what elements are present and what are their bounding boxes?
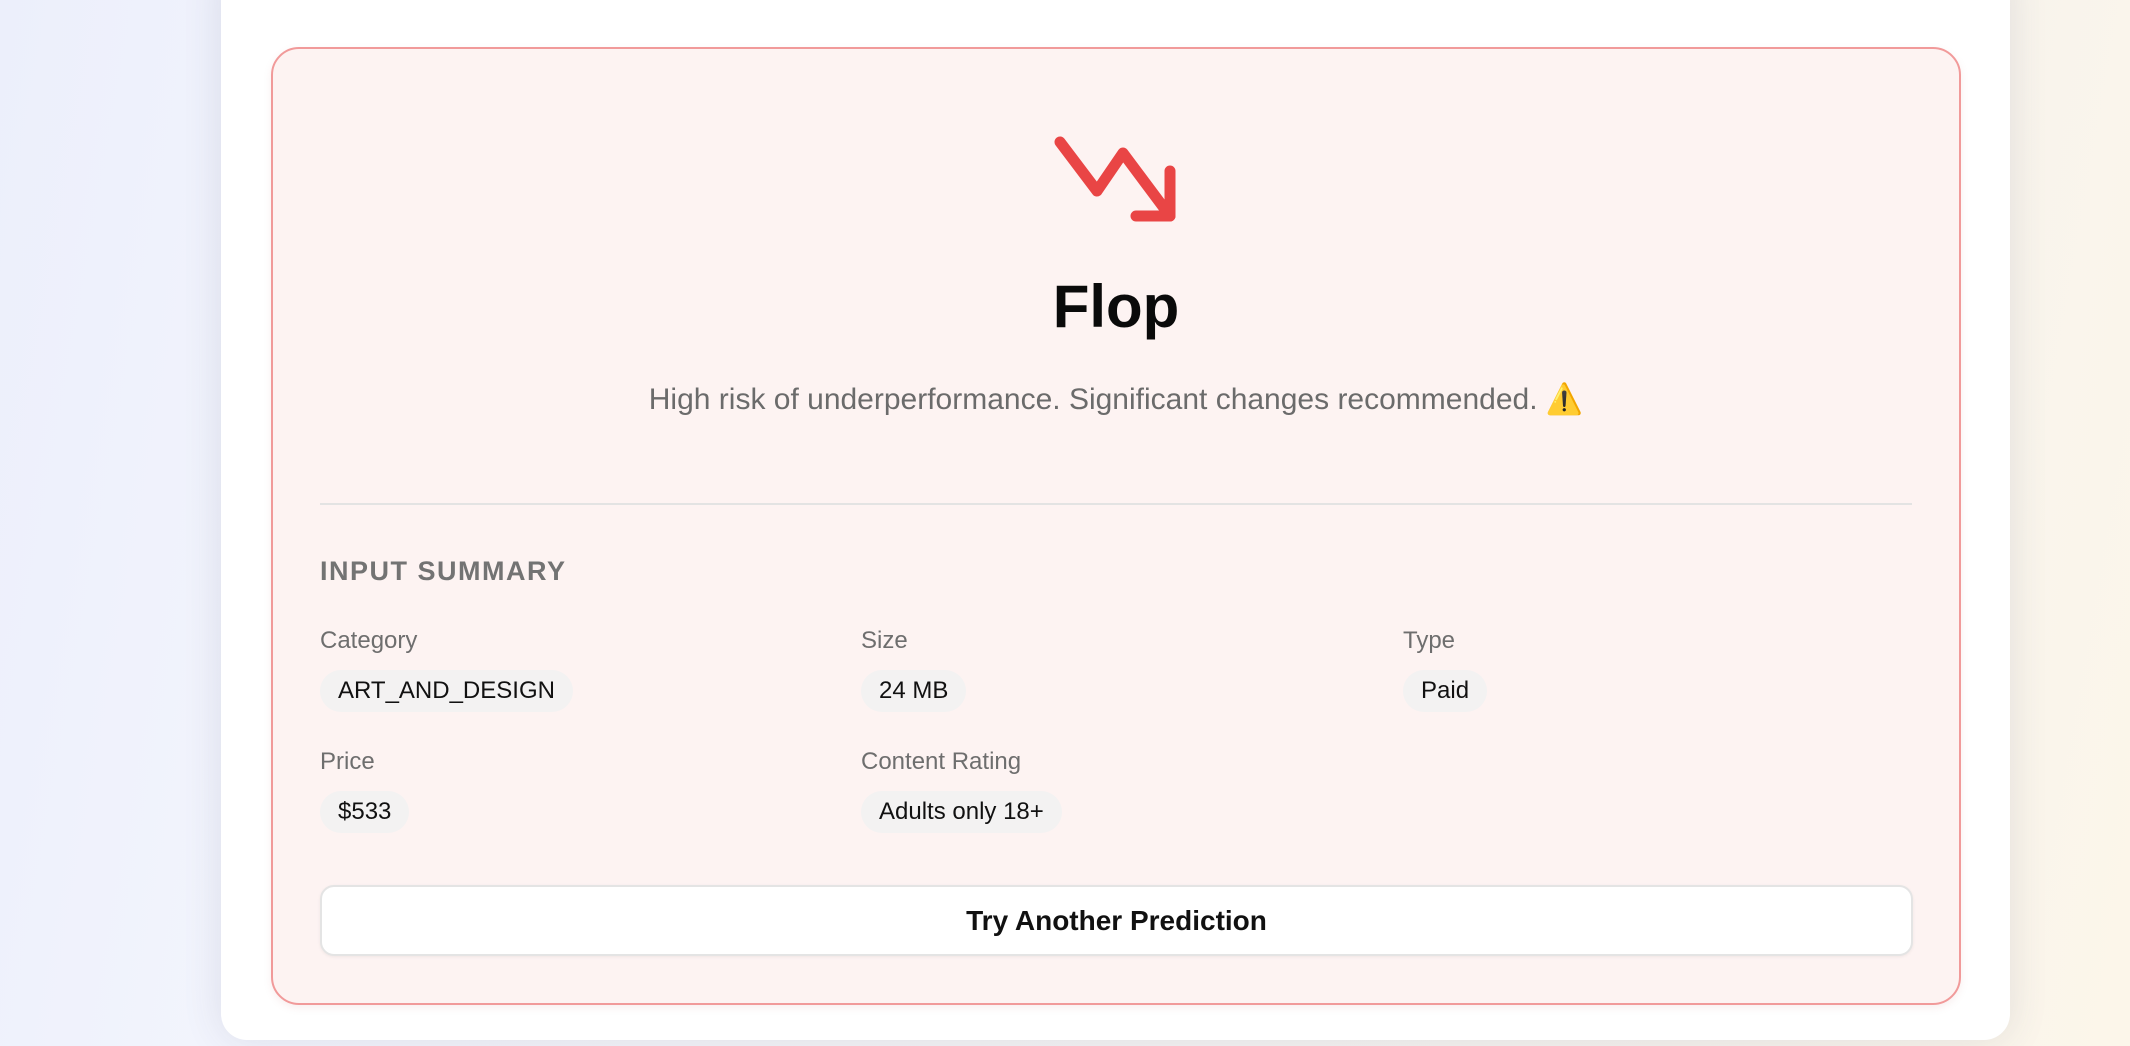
field-value-chip: $533 [320, 791, 410, 833]
field-label: Type [1403, 627, 1456, 654]
field-value-chip: 24 MB [861, 670, 967, 712]
field-type: Type Paid [1403, 625, 1488, 712]
trending-down-icon [1054, 136, 1176, 222]
field-label: Size [861, 627, 908, 654]
result-title: Flop [1052, 273, 1180, 340]
result-panel [271, 47, 1961, 1005]
warning-icon: ⚠️ [1545, 383, 1584, 416]
field-label: Price [320, 748, 375, 775]
field-value-chip: Paid [1403, 670, 1488, 712]
result-message: High risk of underperformance. Significa… [648, 383, 1538, 416]
field-content-rating: Content Rating Adults only 18+ [861, 746, 1062, 833]
try-another-prediction-button[interactable]: Try Another Prediction [320, 885, 1913, 956]
field-size: Size 24 MB [861, 625, 967, 712]
divider [320, 503, 1912, 505]
result-message-row: High risk of underperformance. Significa… [271, 382, 1961, 417]
field-value-chip: Adults only 18+ [861, 791, 1062, 833]
input-summary-heading: INPUT SUMMARY [320, 556, 567, 586]
field-label: Category [320, 627, 418, 654]
field-price: Price $533 [320, 746, 410, 833]
field-value-chip: ART_AND_DESIGN [320, 670, 573, 712]
field-label: Content Rating [861, 748, 1022, 775]
field-category: Category ART_AND_DESIGN [320, 625, 573, 712]
